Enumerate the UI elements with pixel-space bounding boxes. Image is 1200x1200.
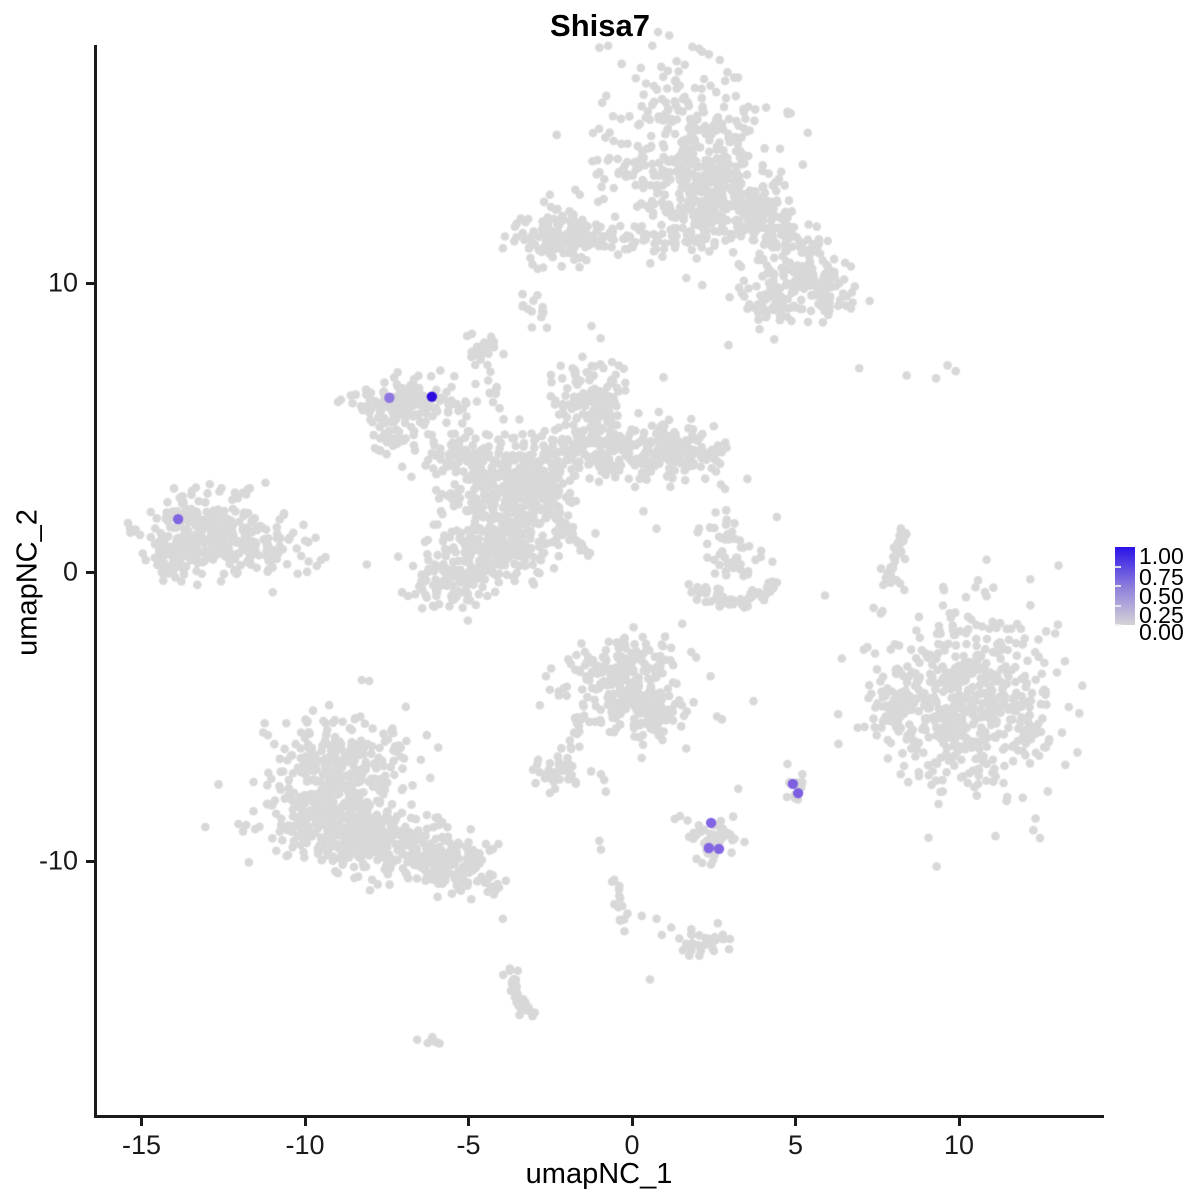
x-tick-label: -10	[285, 1130, 325, 1160]
legend-label: 0.00	[1139, 619, 1184, 645]
x-tick-label: -15	[121, 1130, 162, 1160]
y-tick-mark	[86, 859, 94, 863]
legend-label: 0.50	[1139, 583, 1184, 609]
x-axis-line	[94, 1115, 1104, 1118]
x-tick-label: -5	[456, 1130, 481, 1160]
expression-legend: 1.00 0.75 0.50 0.25 0.00	[1108, 540, 1200, 645]
legend-label: 0.25	[1139, 602, 1184, 628]
legend-bar-tick	[1115, 585, 1121, 587]
y-axis-line	[94, 45, 97, 1118]
plot-title: Shisa7	[550, 8, 650, 43]
x-tick-mark	[140, 1118, 143, 1126]
y-tick-mark	[86, 281, 94, 285]
legend-bar-tick	[1115, 565, 1121, 568]
x-tick-label: 10	[943, 1130, 975, 1160]
y-tick-mark	[86, 570, 94, 574]
y-tick-label: 0	[62, 556, 78, 587]
y-tick-label: 10	[47, 267, 78, 298]
legend-label: 0.75	[1139, 563, 1184, 590]
x-axis-title: umapNC_1	[525, 1158, 673, 1190]
x-tick-label: 5	[787, 1130, 804, 1160]
y-tick-label: -10	[38, 845, 78, 876]
x-tick-mark	[630, 1118, 634, 1126]
legend-gradient-bar	[1115, 547, 1135, 626]
y-axis-title: umapNC_2	[11, 509, 44, 656]
legend-label: 1.00	[1139, 543, 1184, 569]
x-tick-mark	[467, 1118, 470, 1126]
x-tick-label: 0	[624, 1130, 640, 1160]
legend-bar-tick	[1115, 624, 1121, 626]
x-tick-mark	[957, 1118, 961, 1126]
legend-bar-tick	[1115, 604, 1121, 607]
x-tick-mark	[794, 1118, 797, 1126]
x-tick-mark	[303, 1118, 307, 1126]
